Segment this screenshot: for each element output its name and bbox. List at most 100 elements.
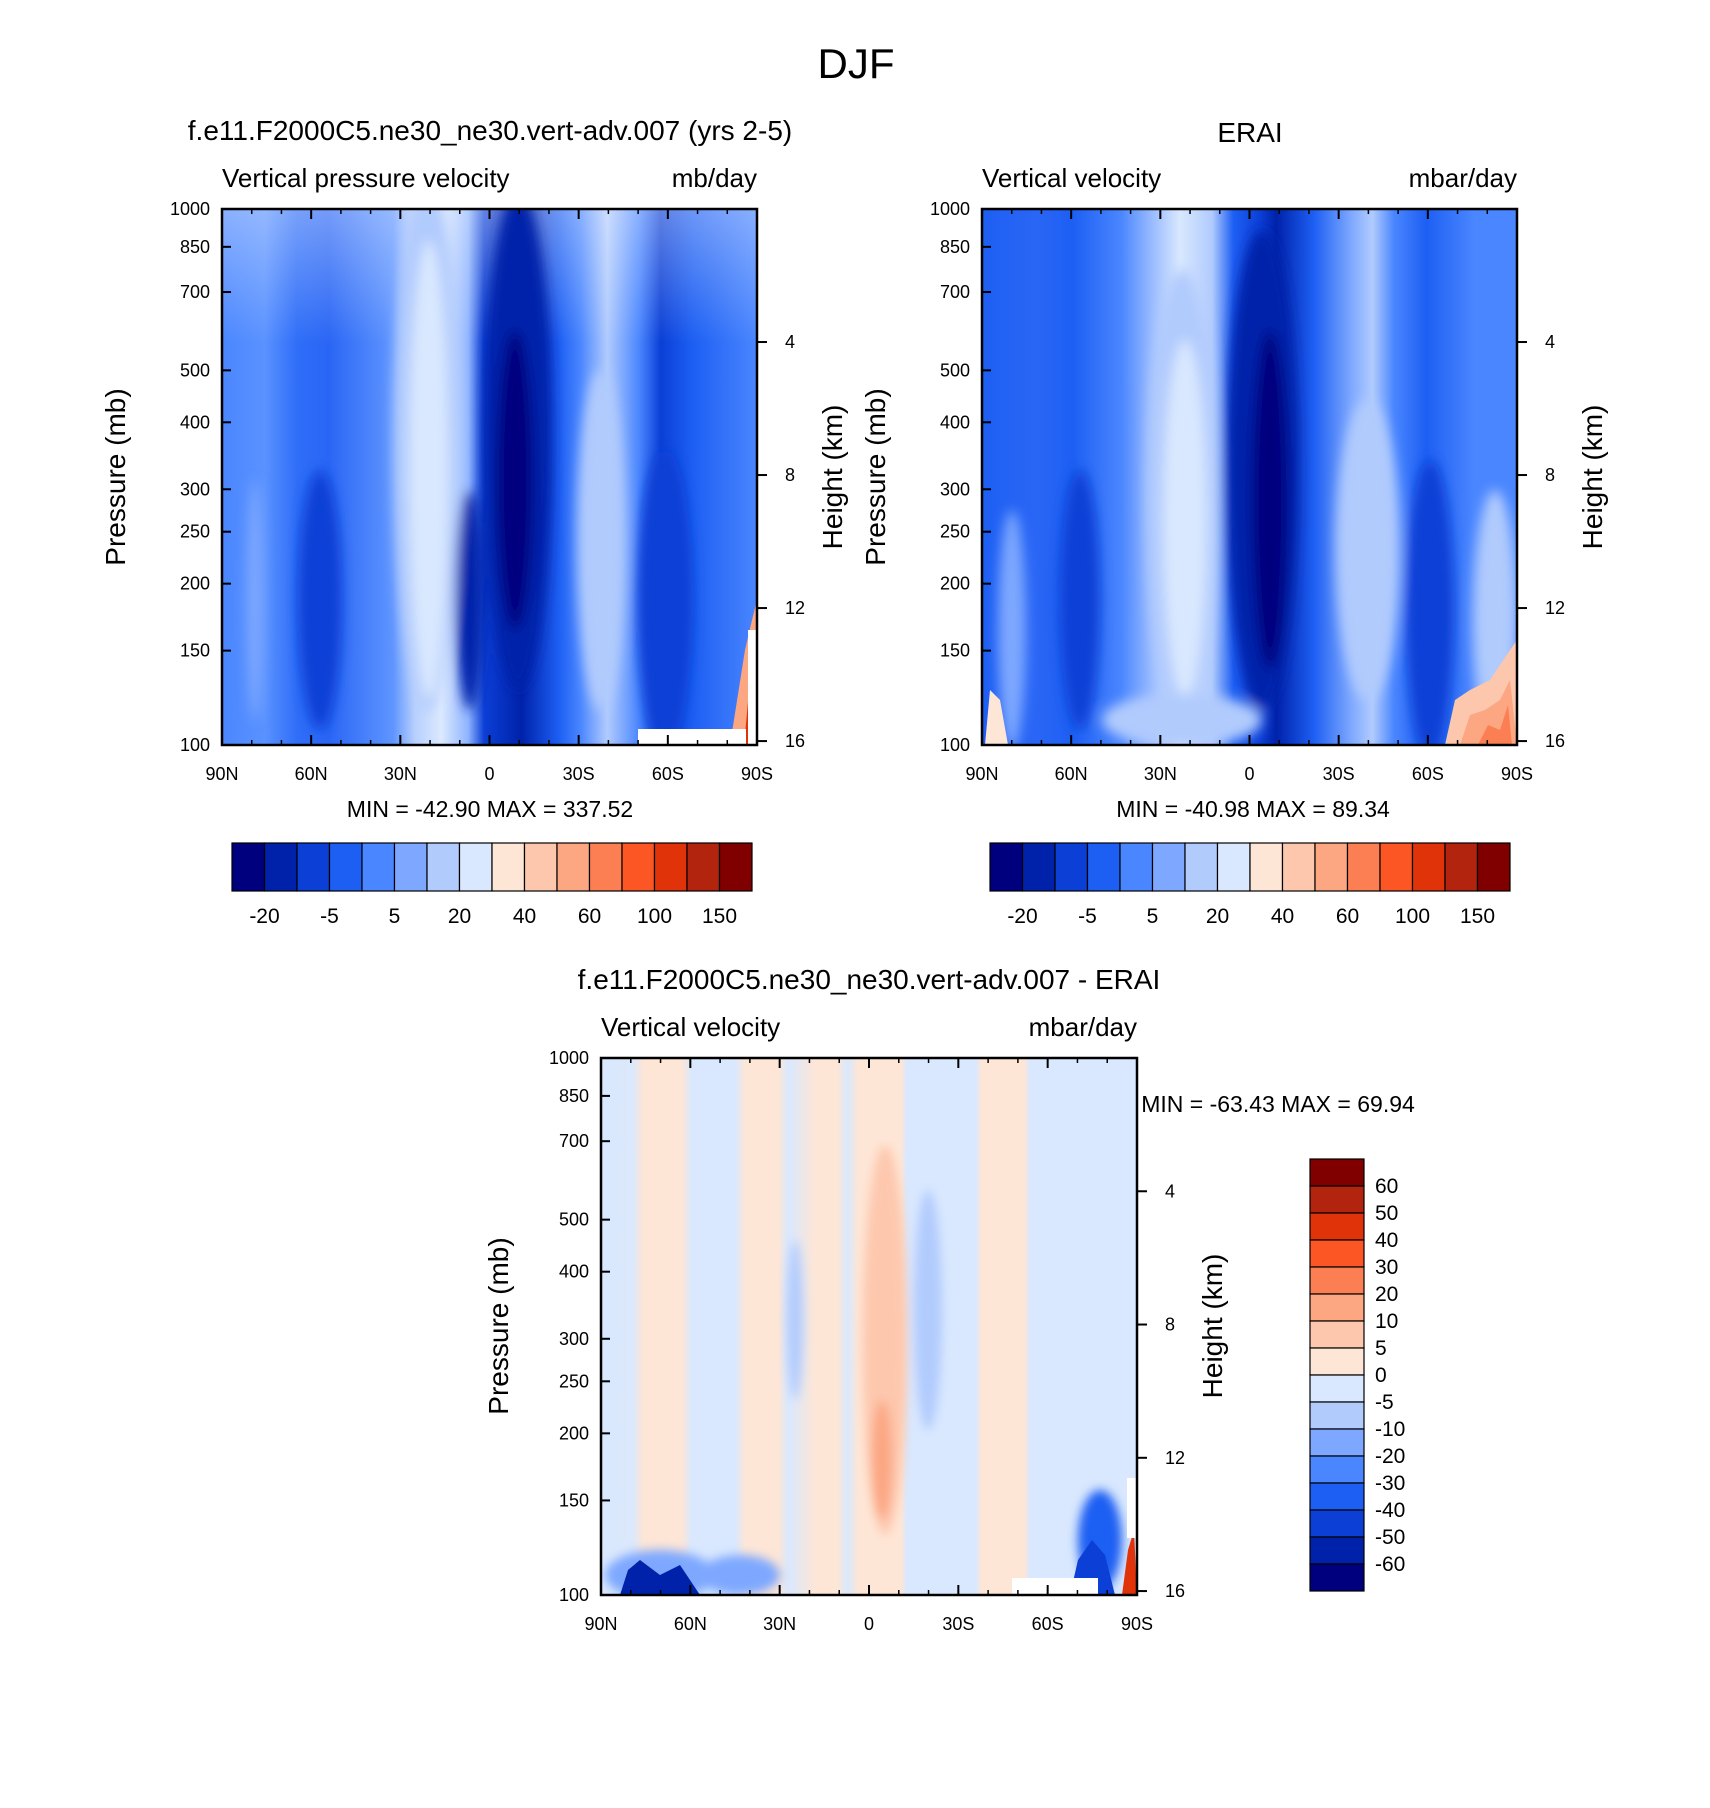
y-tick-label: 300 xyxy=(559,1329,589,1349)
colorbar-box xyxy=(1249,842,1284,892)
y2-tick-label: 8 xyxy=(1165,1315,1175,1335)
colorbar-box xyxy=(328,842,363,892)
x-tick-label: 0 xyxy=(484,764,494,784)
colorbar-label: 60 xyxy=(1375,1175,1398,1198)
colorbar-box xyxy=(491,842,526,892)
colorbar-box xyxy=(1309,1482,1365,1511)
axis-ticks: 100 150 200 250 300 400 500 700 850 1000 16 12 8 4 90N… xyxy=(170,199,805,784)
colorbar-label: 40 xyxy=(1375,1229,1398,1252)
colorbar-label: -50 xyxy=(1375,1526,1405,1549)
y-tick-label: 200 xyxy=(180,574,210,594)
colorbar-box xyxy=(393,842,428,892)
x-tick-label: 30S xyxy=(1323,764,1355,784)
right-string: mb/day xyxy=(672,163,757,193)
panel-title: ERAI xyxy=(1217,117,1282,148)
colorbar-box xyxy=(1309,1185,1365,1214)
y-tick-label: 400 xyxy=(940,412,970,432)
colorbar-box xyxy=(1086,842,1121,892)
y-tick-label: 250 xyxy=(559,1371,589,1391)
colorbar-box xyxy=(296,842,331,892)
colorbar-box xyxy=(263,842,298,892)
colorbar-box xyxy=(718,842,753,892)
colorbar-label: 5 xyxy=(389,905,401,928)
right-string: mbar/day xyxy=(1409,163,1517,193)
colorbar-label: -60 xyxy=(1375,1553,1405,1576)
figure-title: DJF xyxy=(818,40,895,87)
x-tick-label: 60S xyxy=(1412,764,1444,784)
y-tick-label: 300 xyxy=(940,479,970,499)
panel-title: f.e11.F2000C5.ne30_ne30.vert-adv.007 - E… xyxy=(578,964,1161,995)
x-tick-label: 60S xyxy=(652,764,684,784)
x-tick-label: 90S xyxy=(1121,1614,1153,1634)
y2-axis-label: Height (km) xyxy=(1197,1254,1228,1399)
colorbar-box xyxy=(1309,1212,1365,1241)
panel-difference: f.e11.F2000C5.ne30_ne30.vert-adv.007 - E… xyxy=(483,964,1415,1634)
colorbar-label: 5 xyxy=(1147,905,1159,928)
y-tick-label: 850 xyxy=(940,237,970,257)
y-tick-label: 500 xyxy=(559,1210,589,1230)
colorbar-label: 0 xyxy=(1375,1364,1387,1387)
colorbar-box xyxy=(1309,1266,1365,1295)
colorbar-box xyxy=(621,842,656,892)
y-tick-label: 150 xyxy=(940,641,970,661)
y-tick-label: 300 xyxy=(180,479,210,499)
colorbar-label: 150 xyxy=(702,905,737,928)
y-tick-label: 100 xyxy=(180,735,210,755)
x-tick-label: 30N xyxy=(763,1614,796,1634)
y-tick-label: 200 xyxy=(559,1423,589,1443)
y2-tick-label: 12 xyxy=(785,598,805,618)
colorbar-box xyxy=(523,842,558,892)
colorbar-box xyxy=(361,842,396,892)
colorbar-label: -10 xyxy=(1375,1418,1405,1441)
y-tick-label: 250 xyxy=(180,522,210,542)
axis-ticks: 100 150 200 250 300 400 500 700 850 1000 16 12 8 4 90N… xyxy=(549,1048,1185,1634)
min-max-label: MIN = -42.90 MAX = 337.52 xyxy=(347,796,633,822)
y2-axis-label: Height (km) xyxy=(817,405,848,550)
left-string: Vertical pressure velocity xyxy=(222,163,510,193)
y-tick-label: 1000 xyxy=(549,1048,589,1068)
colorbar-box xyxy=(653,842,688,892)
y2-tick-label: 4 xyxy=(1165,1181,1175,1201)
panel-model: f.e11.F2000C5.ne30_ne30.vert-adv.007 (yr… xyxy=(100,115,848,928)
y2-axis-label: Height (km) xyxy=(1577,405,1608,550)
colorbar-box xyxy=(1054,842,1089,892)
colorbar-box xyxy=(1476,842,1511,892)
colorbar-box xyxy=(1309,1401,1365,1430)
colorbar-box xyxy=(686,842,721,892)
y2-tick-label: 16 xyxy=(1545,731,1565,751)
colorbar-box xyxy=(1411,842,1446,892)
y-tick-label: 700 xyxy=(180,282,210,302)
colorbar-label: 20 xyxy=(1375,1283,1398,1306)
colorbar-label: -20 xyxy=(1007,905,1037,928)
y-tick-label: 400 xyxy=(559,1262,589,1282)
colorbar-label: 150 xyxy=(1460,905,1495,928)
y-tick-label: 100 xyxy=(559,1585,589,1605)
y2-tick-label: 16 xyxy=(1165,1581,1185,1601)
colorbar-label: 20 xyxy=(1206,905,1229,928)
colorbar-label: -20 xyxy=(1375,1445,1405,1468)
x-tick-label: 60N xyxy=(295,764,328,784)
colorbar-box xyxy=(1309,1428,1365,1457)
x-tick-label: 30N xyxy=(384,764,417,784)
panel-erai: ERAI Vertical velocity mbar/day 1 xyxy=(860,117,1608,928)
colorbar-box xyxy=(588,842,623,892)
contour-field xyxy=(601,1058,1137,1595)
x-tick-label: 30N xyxy=(1144,764,1177,784)
colorbar-box xyxy=(231,842,266,892)
colorbar-box xyxy=(426,842,461,892)
colorbar-box xyxy=(1151,842,1186,892)
y2-tick-label: 16 xyxy=(785,731,805,751)
colorbar-label: 60 xyxy=(578,905,601,928)
x-tick-label: 60S xyxy=(1032,1614,1064,1634)
colorbar-box xyxy=(1309,1158,1365,1187)
y-axis-label: Pressure (mb) xyxy=(860,388,891,565)
colorbar-label: 10 xyxy=(1375,1310,1398,1333)
colorbar-label: -5 xyxy=(1375,1391,1394,1414)
y-tick-label: 700 xyxy=(559,1131,589,1151)
colorbar-label: 40 xyxy=(513,905,536,928)
x-tick-label: 0 xyxy=(864,1614,874,1634)
left-string: Vertical velocity xyxy=(601,1012,780,1042)
colorbar-box xyxy=(458,842,493,892)
colorbar-label: -5 xyxy=(1078,905,1097,928)
